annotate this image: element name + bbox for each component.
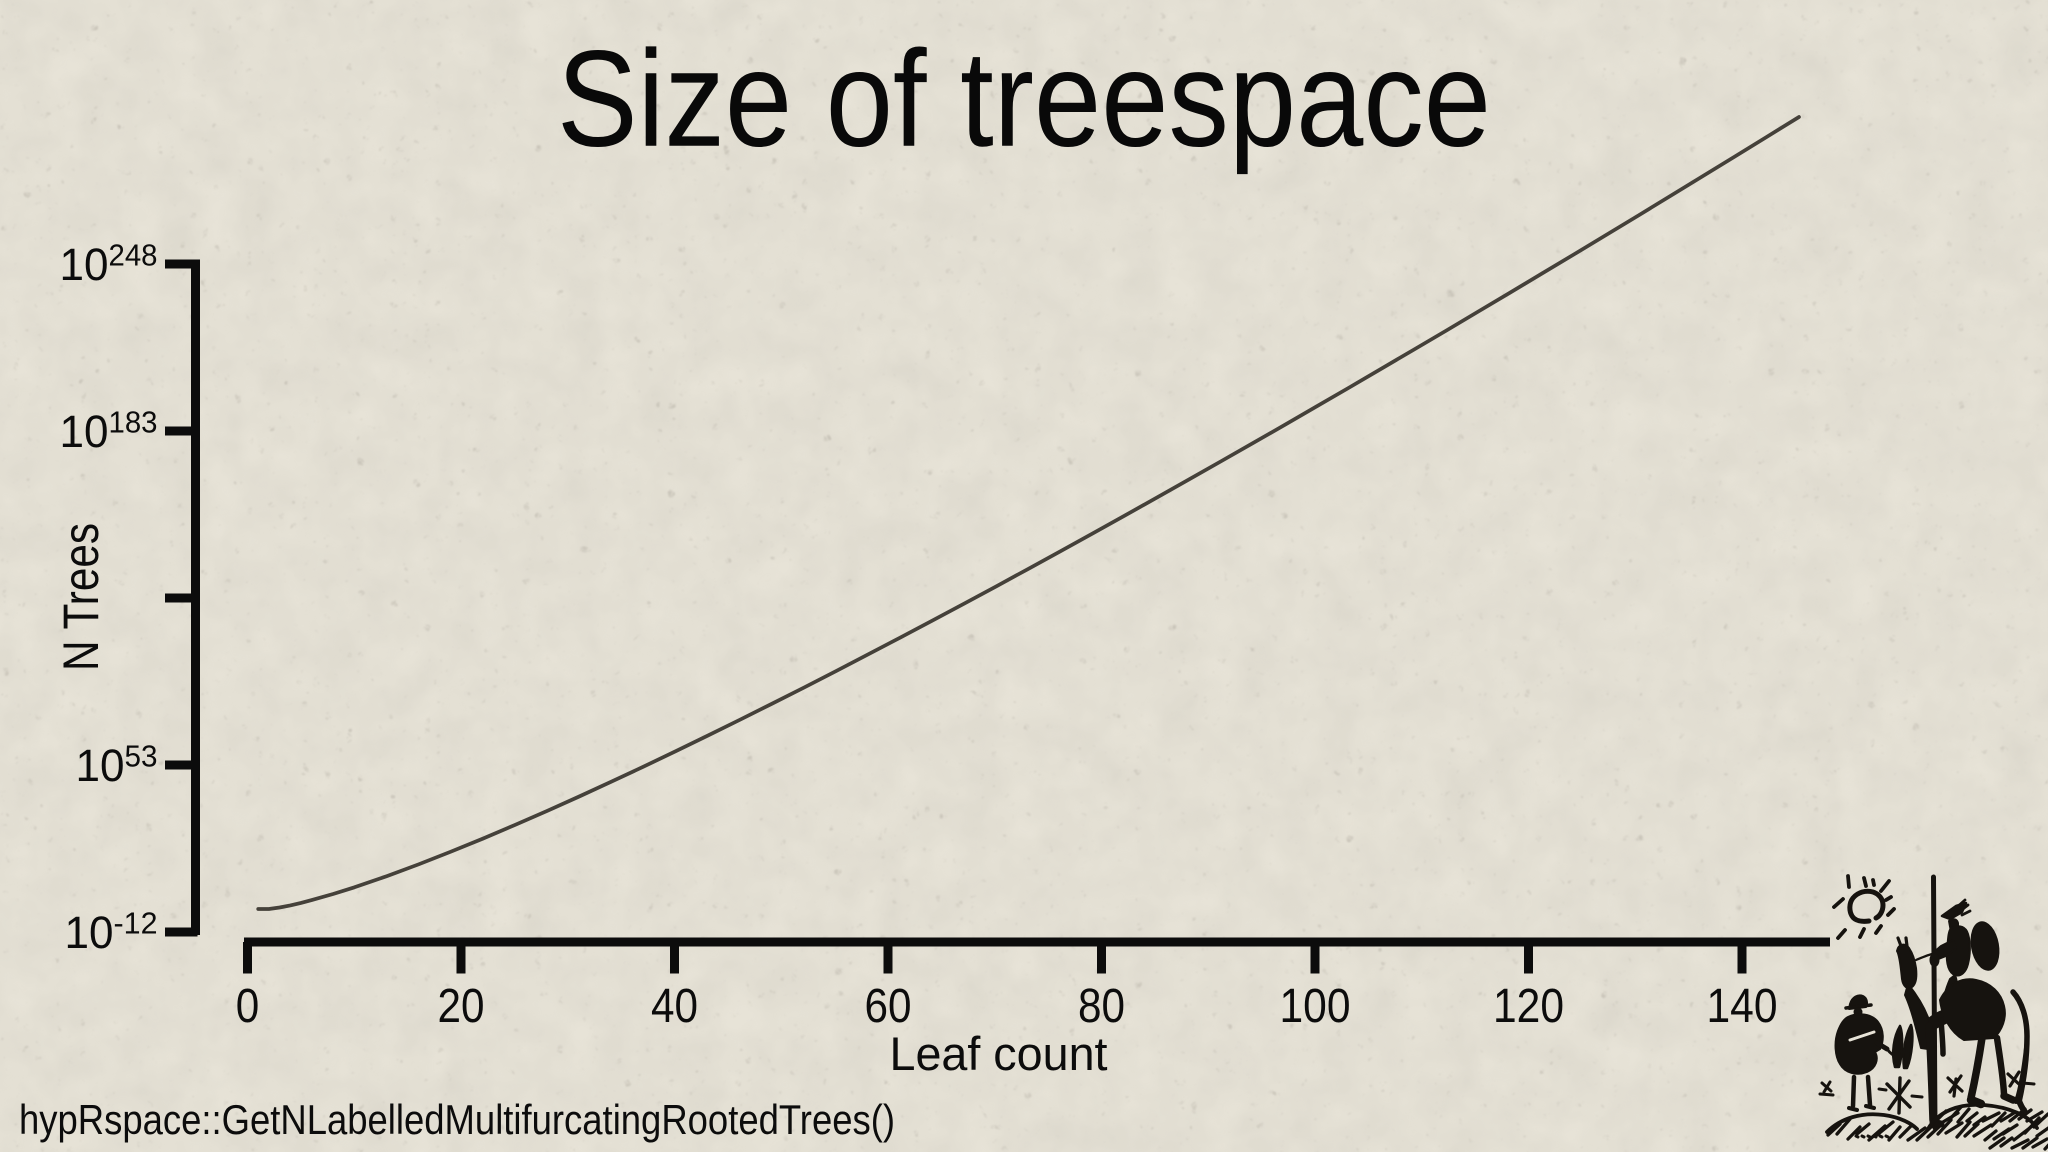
svg-text:20: 20: [438, 979, 485, 1033]
svg-text:60: 60: [865, 979, 912, 1033]
svg-text:10-12: 10-12: [65, 906, 158, 959]
svg-text:10183: 10183: [60, 405, 158, 458]
svg-text:10248: 10248: [60, 238, 158, 291]
svg-text:Size of treespace: Size of treespace: [557, 23, 1491, 176]
svg-text:40: 40: [651, 979, 698, 1033]
svg-text:100: 100: [1280, 979, 1351, 1033]
svg-text:1053: 1053: [76, 739, 158, 792]
svg-text:hypRspace::GetNLabelledMultifu: hypRspace::GetNLabelledMultifurcatingRoo…: [19, 1096, 895, 1143]
svg-text:0: 0: [236, 979, 260, 1033]
svg-text:140: 140: [1707, 979, 1778, 1033]
svg-text:80: 80: [1078, 979, 1125, 1033]
svg-text:120: 120: [1493, 979, 1564, 1033]
svg-text:N Trees: N Trees: [53, 523, 109, 671]
svg-text:Leaf count: Leaf count: [890, 1027, 1108, 1080]
